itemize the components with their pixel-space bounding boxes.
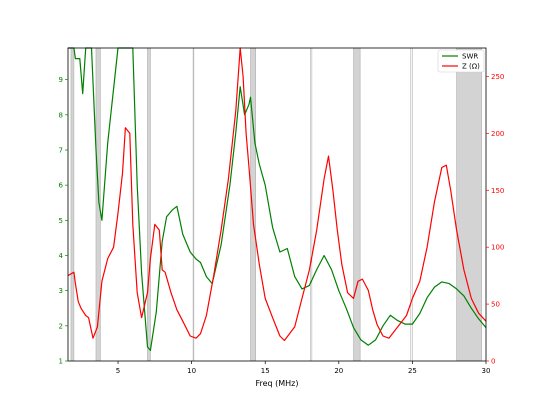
- y-left-tick-label: 2: [59, 322, 63, 330]
- x-axis-label: Freq (MHz): [255, 379, 298, 388]
- x-tick-label: 25: [408, 367, 417, 375]
- x-tick-label: 10: [187, 367, 196, 375]
- y-left-tick-label: 5: [59, 217, 63, 225]
- y-right-tick-label: 50: [491, 301, 500, 309]
- x-tick-label: 15: [261, 367, 270, 375]
- impedance-series-line: [67, 47, 487, 342]
- legend: SWR Z (Ω): [437, 49, 485, 73]
- shaded-band: [250, 48, 256, 361]
- y-right-tick-label: 150: [491, 187, 504, 195]
- y-left-tick-label: 8: [59, 111, 63, 119]
- shaded-band: [353, 48, 361, 361]
- y-right-tick-label: 100: [491, 244, 504, 252]
- plot-frame: [67, 47, 487, 362]
- legend-label-swr: SWR: [462, 53, 478, 61]
- y-left-tick-label: 6: [59, 182, 64, 190]
- y-right-tick-label: 0: [491, 358, 495, 366]
- y-left-tick-label: 7: [59, 146, 63, 154]
- x-tick-label: 5: [116, 367, 120, 375]
- legend-label-z: Z (Ω): [462, 63, 480, 71]
- y-left-tick-label: 1: [59, 358, 63, 366]
- shaded-band: [147, 48, 151, 361]
- shaded-band: [95, 48, 101, 361]
- y-right-tick-label: 200: [491, 130, 504, 138]
- y-left-tick-label: 9: [59, 76, 63, 84]
- x-tick-label: 20: [334, 367, 343, 375]
- shaded-band: [456, 48, 482, 361]
- shaded-band: [70, 48, 74, 361]
- y-left-tick-label: 3: [59, 287, 63, 295]
- y-left-tick-label: 4: [59, 252, 64, 260]
- y-right-tick-label: 250: [491, 73, 504, 81]
- x-tick-label: 30: [482, 367, 491, 375]
